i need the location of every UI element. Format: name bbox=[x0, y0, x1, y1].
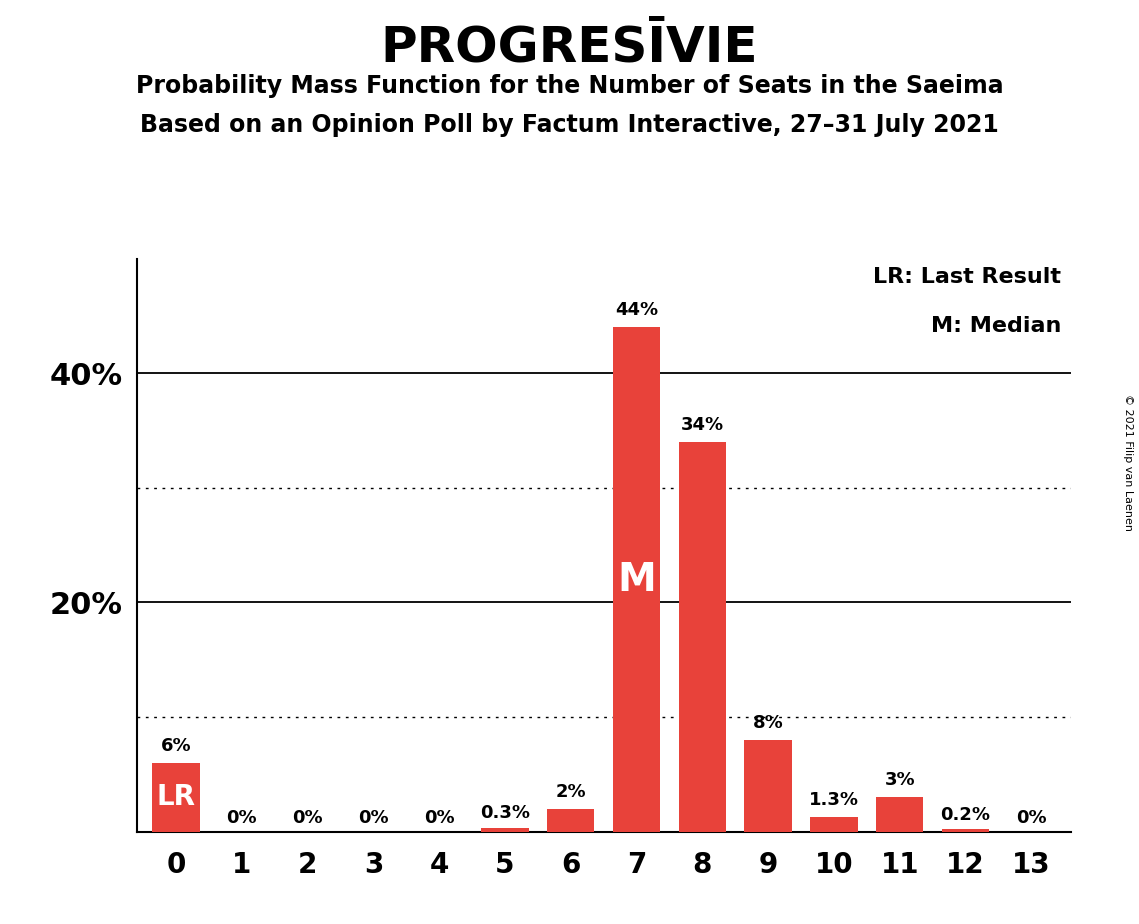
Text: 0%: 0% bbox=[293, 809, 323, 827]
Text: M: Median: M: Median bbox=[931, 316, 1062, 336]
Text: 0%: 0% bbox=[1016, 809, 1047, 827]
Text: Probability Mass Function for the Number of Seats in the Saeima: Probability Mass Function for the Number… bbox=[136, 74, 1003, 98]
Text: Based on an Opinion Poll by Factum Interactive, 27–31 July 2021: Based on an Opinion Poll by Factum Inter… bbox=[140, 113, 999, 137]
Bar bbox=[942, 830, 989, 832]
Bar bbox=[745, 740, 792, 832]
Text: LR: LR bbox=[157, 784, 196, 811]
Text: M: M bbox=[617, 561, 656, 599]
Bar bbox=[482, 828, 528, 832]
Text: 0%: 0% bbox=[227, 809, 257, 827]
Text: 0%: 0% bbox=[424, 809, 454, 827]
Bar bbox=[153, 763, 199, 832]
Text: 1.3%: 1.3% bbox=[809, 791, 859, 808]
Text: 44%: 44% bbox=[615, 301, 658, 320]
Bar bbox=[876, 797, 924, 832]
Bar bbox=[547, 808, 595, 832]
Text: © 2021 Filip van Laenen: © 2021 Filip van Laenen bbox=[1123, 394, 1133, 530]
Text: 2%: 2% bbox=[556, 783, 587, 801]
Text: 0.2%: 0.2% bbox=[941, 806, 991, 823]
Text: PROGRESĪVIE: PROGRESĪVIE bbox=[380, 23, 759, 71]
Text: LR: Last Result: LR: Last Result bbox=[874, 267, 1062, 287]
Bar bbox=[810, 817, 858, 832]
Text: 6%: 6% bbox=[161, 736, 191, 755]
Text: 8%: 8% bbox=[753, 714, 784, 732]
Text: 3%: 3% bbox=[884, 772, 915, 789]
Bar bbox=[679, 442, 726, 832]
Text: 0.3%: 0.3% bbox=[480, 805, 530, 822]
Bar bbox=[613, 327, 661, 832]
Text: 34%: 34% bbox=[681, 416, 724, 434]
Text: 0%: 0% bbox=[358, 809, 388, 827]
